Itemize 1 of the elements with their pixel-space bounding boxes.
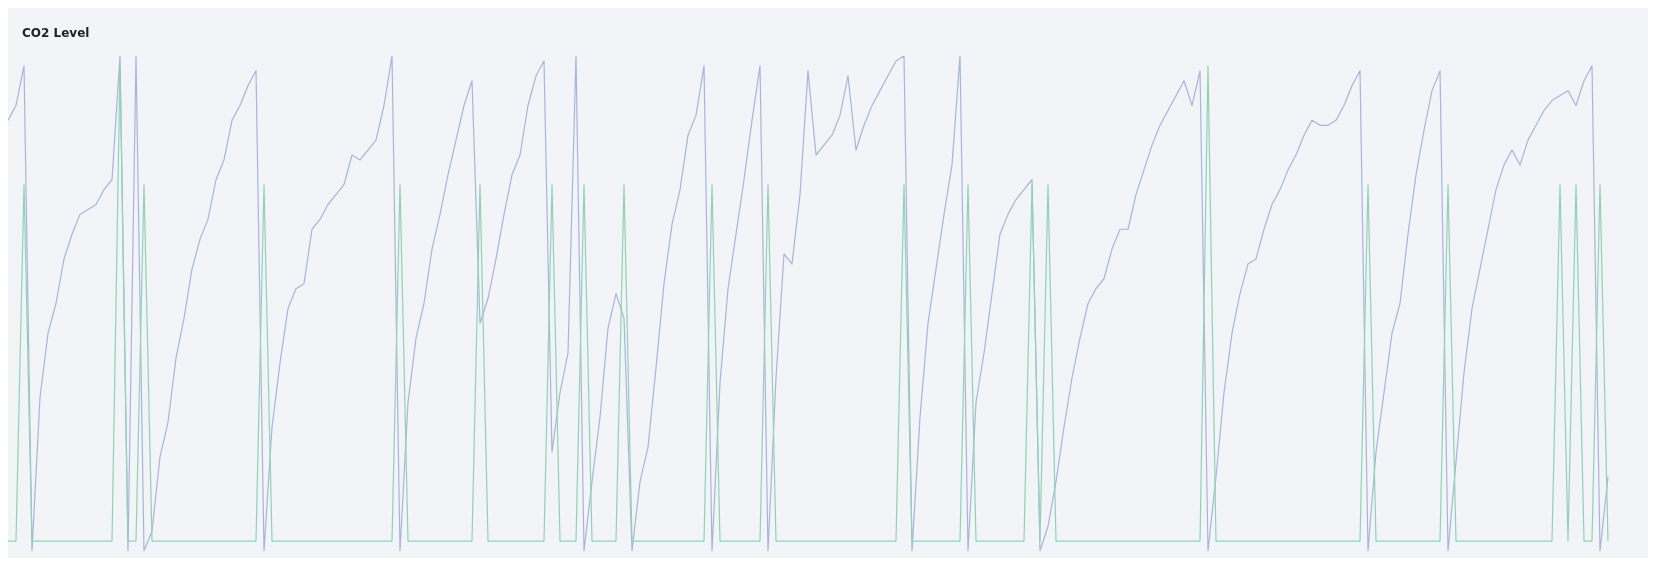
chart-title: CO2 Level — [22, 26, 90, 40]
